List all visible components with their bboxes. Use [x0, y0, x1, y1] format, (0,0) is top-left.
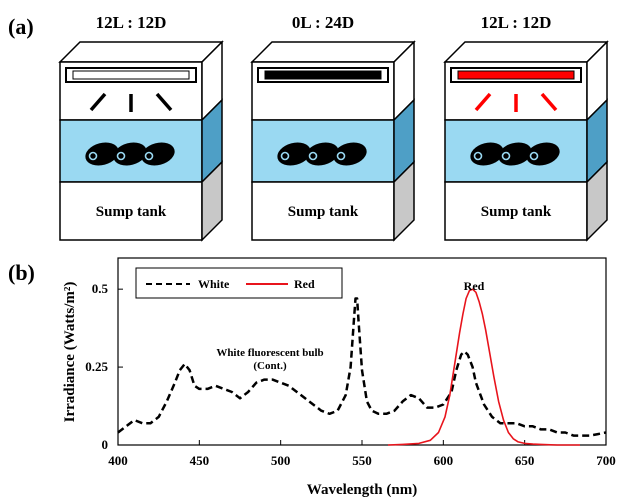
light-ray — [474, 92, 492, 112]
x-tick-label: 500 — [271, 453, 291, 468]
fish-icon — [305, 142, 339, 166]
sump-label: Sump tank — [481, 204, 552, 220]
sump-side — [201, 160, 223, 242]
x-tick-label: 550 — [352, 453, 372, 468]
x-tick-label: 400 — [108, 453, 128, 468]
lamp-tube — [264, 70, 382, 80]
y-tick-label: 0.25 — [85, 359, 108, 374]
panel-a-label: (a) — [8, 14, 34, 39]
y-axis-ticks: 0 0.25 0.5 — [85, 281, 123, 452]
fish-icon — [526, 142, 560, 166]
sump-side — [393, 160, 415, 242]
tank-cycle-label: 12L : 12D — [96, 13, 167, 32]
x-axis-label: Wavelength (nm) — [307, 482, 417, 498]
tank-2: 0L : 24D Sump tank — [250, 13, 416, 242]
sump-compartment — [444, 181, 588, 241]
y-tick-label: 0.5 — [92, 281, 109, 296]
x-tick-label: 450 — [190, 453, 210, 468]
fish-icon — [85, 142, 119, 166]
tank-top — [250, 41, 416, 63]
series-line-white — [117, 297, 607, 437]
red-peak-annotation: Red — [464, 279, 485, 293]
light-ray — [155, 92, 173, 112]
white-bulb-annotation-cont: (Cont.) — [253, 360, 287, 372]
sump-compartment — [251, 181, 395, 241]
tank-top — [443, 41, 609, 63]
lamp-tube — [457, 70, 575, 80]
fish-icon — [333, 142, 367, 166]
y-axis-label: Irradiance (Watts/m²) — [62, 282, 78, 423]
fish-icon — [277, 142, 311, 166]
legend-white-label: White — [198, 277, 230, 291]
y-tick-label: 0 — [102, 437, 109, 452]
lamp-tube — [72, 70, 190, 80]
x-tick-label: 700 — [596, 453, 616, 468]
tank-1: 12L : 12D Sump tank — [58, 13, 224, 242]
sump-label: Sump tank — [96, 204, 167, 220]
tank-cycle-label: 0L : 24D — [292, 13, 354, 32]
light-ray — [89, 92, 107, 112]
x-tick-label: 600 — [434, 453, 454, 468]
panel-b-label: (b) — [8, 260, 35, 285]
legend: White Red — [135, 267, 343, 299]
series-line-red — [387, 288, 580, 446]
tank-top — [58, 41, 224, 63]
legend-red-label: Red — [294, 277, 315, 291]
sump-side — [586, 160, 608, 242]
fish-icon — [498, 142, 532, 166]
tank-cycle-label: 12L : 12D — [481, 13, 552, 32]
tank-3: 12L : 12D Sump tank — [443, 13, 609, 242]
x-tick-label: 650 — [515, 453, 535, 468]
white-bulb-annotation: White fluorescent bulb — [216, 347, 323, 359]
fish-icon — [113, 142, 147, 166]
light-ray — [540, 92, 558, 112]
fish-icon — [141, 142, 175, 166]
series-layer — [117, 288, 607, 446]
irradiance-chart: 400 450 500 550 600 650 700 0 0.25 0.5 White Red… — [62, 257, 616, 498]
sump-label: Sump tank — [288, 204, 359, 220]
fish-icon — [470, 142, 504, 166]
x-axis-ticks: 400 450 500 550 600 650 700 — [108, 440, 616, 468]
